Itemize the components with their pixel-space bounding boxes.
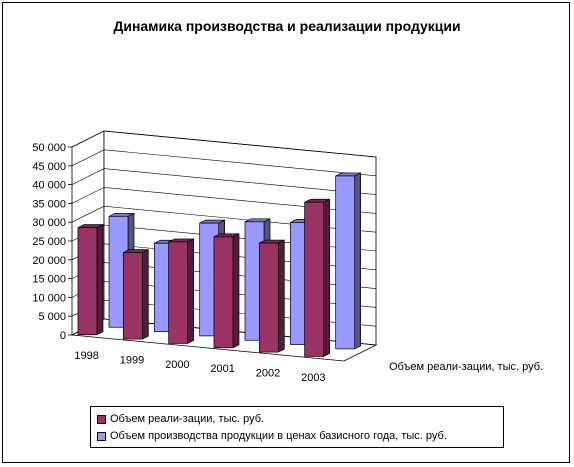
legend-item-sales: Объем реали-зации, тыс. руб. [97,412,264,426]
y-tick-label: 45 000 [32,161,66,173]
x-tick-label: 1998 [74,350,98,362]
x-tick-label: 2003 [301,372,325,384]
y-tick-label: 0 [60,330,66,342]
legend-label-production: Объем производства продукции в ценах баз… [110,430,447,442]
chart-title: Динамика производства и реализации проду… [113,18,461,34]
gridline [71,205,377,233]
gridline [71,130,377,158]
x-tick-label: 2001 [210,363,234,375]
y-tick-label: 15 000 [32,274,66,286]
x-tick-label: 2000 [165,359,189,371]
series-axis-label: Объем реали-зации, тыс. руб. [389,361,543,373]
x-tick-label: 1999 [120,355,144,367]
legend-item-production: Объем производства продукции в ценах баз… [97,429,447,443]
y-tick-label: 40 000 [32,180,66,192]
legend-label-sales: Объем реали-зации, тыс. руб. [110,413,265,425]
bar-production-2003 [335,172,362,350]
legend-swatch-sales [97,414,106,424]
bar-sales-2000 [168,238,194,344]
y-tick-label: 20 000 [32,255,66,267]
bar-sales-1998 [77,224,104,336]
bar-sales-2002 [258,239,285,353]
y-tick-label: 10 000 [32,292,66,304]
legend: Объем реали-зации, тыс. руб. Объем произ… [90,406,504,448]
x-axis-ticks: 1998 1999 2000 2001 2002 2003 [74,350,325,384]
y-tick-label: 25 000 [32,236,66,248]
y-tick-label: 50 000 [32,142,66,154]
series-sales-bars [77,198,330,357]
y-tick-label: 30 000 [32,217,66,229]
x-tick-label: 2002 [256,368,280,380]
bar-sales-2001 [213,233,240,349]
bar-sales-2003 [304,198,330,357]
legend-swatch-production [97,431,106,441]
bar-sales-1999 [122,249,149,340]
y-tick-label: 35 000 [32,198,66,210]
y-tick-label: 5 000 [38,311,66,323]
gridline [71,187,377,214]
y-axis-ticks: 0 5 000 10 000 15 000 20 000 25 000 30 000 35 0… [32,142,66,342]
gridline [71,149,377,177]
gridline [71,168,377,195]
